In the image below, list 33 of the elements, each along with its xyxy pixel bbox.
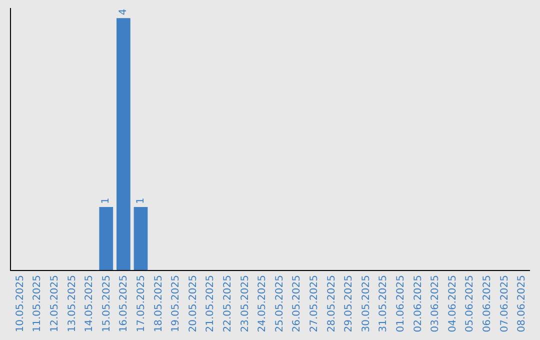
x-tick-label: 30.05.2025 xyxy=(360,275,372,332)
x-tick-label: 14.05.2025 xyxy=(84,275,96,332)
x-tick-label: 19.05.2025 xyxy=(170,275,182,332)
x-tick-label: 28.05.2025 xyxy=(326,275,338,332)
x-tick-label: 22.05.2025 xyxy=(222,275,234,332)
x-tick-label: 21.05.2025 xyxy=(205,275,216,332)
x-tick-label: 04.06.2025 xyxy=(447,275,458,332)
x-tick-label: 29.05.2025 xyxy=(344,275,355,332)
x-tick-label: 18.05.2025 xyxy=(153,275,164,332)
x-tick-label: 25.05.2025 xyxy=(274,275,286,332)
x-tick-label: 02.06.2025 xyxy=(412,275,424,332)
data-label: 1 xyxy=(100,198,112,204)
x-tick-label: 31.05.2025 xyxy=(378,275,390,332)
x-tick-label: 11.05.2025 xyxy=(32,275,44,332)
x-tick-label: 10.05.2025 xyxy=(14,275,26,332)
x-tick-label: 16.05.2025 xyxy=(118,275,130,332)
x-tick-label: 13.05.2025 xyxy=(66,275,78,332)
x-tick-label: 12.05.2025 xyxy=(50,275,60,332)
x-tick-label: 01.06.2025 xyxy=(396,275,406,332)
x-tick-label: 26.05.2025 xyxy=(292,275,303,332)
x-tick-label: 24.05.2025 xyxy=(257,275,268,332)
x-tick-label: 07.06.2025 xyxy=(499,275,510,332)
x-tick-label: 08.06.2025 xyxy=(516,275,528,332)
x-tick-label: 05.06.2025 xyxy=(464,275,476,332)
x-tick-label: 03.06.2025 xyxy=(430,275,442,332)
x-tick-label: 06.06.2025 xyxy=(482,275,493,332)
x-tick-label: 23.05.2025 xyxy=(240,275,251,332)
x-tick-label: 17.05.2025 xyxy=(136,275,147,332)
x-tick-label: 27.05.2025 xyxy=(309,275,320,332)
x-tick-label: 20.05.2025 xyxy=(188,275,199,332)
data-label: 1 xyxy=(135,198,146,204)
data-label: 4 xyxy=(118,8,129,16)
x-tick-label: 15.05.2025 xyxy=(101,275,112,332)
